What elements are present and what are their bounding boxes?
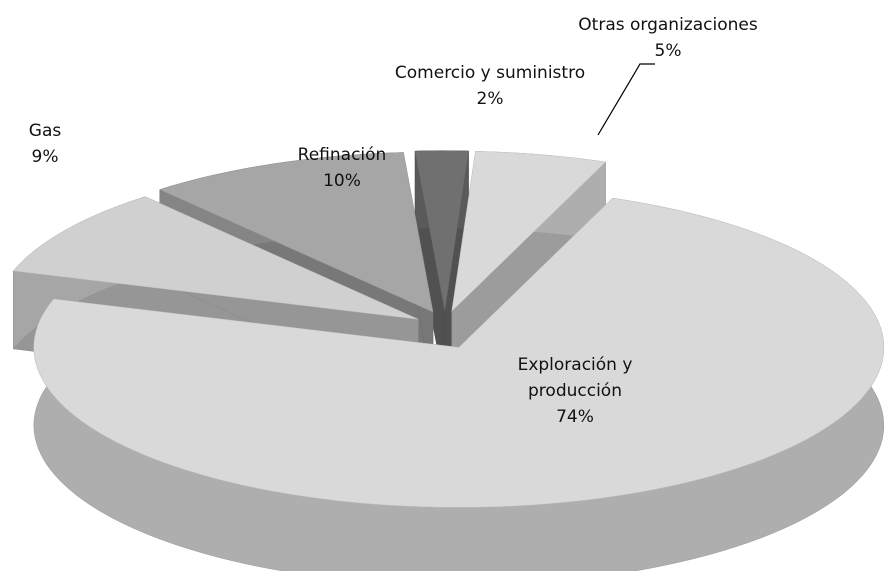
slice — [12, 196, 419, 320]
data-label: Exploración y producción 74% — [500, 352, 650, 430]
slice — [414, 150, 469, 311]
data-label: Gas 9% — [29, 118, 61, 170]
slice — [451, 151, 607, 312]
leader-line — [597, 63, 655, 136]
data-label: Refinación 10% — [298, 142, 387, 194]
value-label: 74% — [556, 407, 594, 427]
value-label: 2% — [476, 89, 504, 109]
value-label: 9% — [31, 147, 59, 167]
slice — [414, 150, 469, 389]
category-label: Exploración y producción — [517, 355, 633, 401]
slice — [33, 197, 885, 571]
data-label: Comercio y suministro 2% — [395, 60, 585, 112]
category-label: Comercio y suministro — [394, 63, 586, 83]
category-label: Otras organizaciones — [578, 15, 758, 35]
data-label: Otras organizaciones 5% — [578, 12, 757, 64]
value-label: 10% — [323, 171, 361, 191]
value-label: 5% — [654, 41, 682, 61]
slice — [159, 152, 434, 313]
slice — [33, 197, 885, 508]
category-label: Refinación — [297, 145, 387, 165]
category-label: Gas — [28, 121, 62, 141]
